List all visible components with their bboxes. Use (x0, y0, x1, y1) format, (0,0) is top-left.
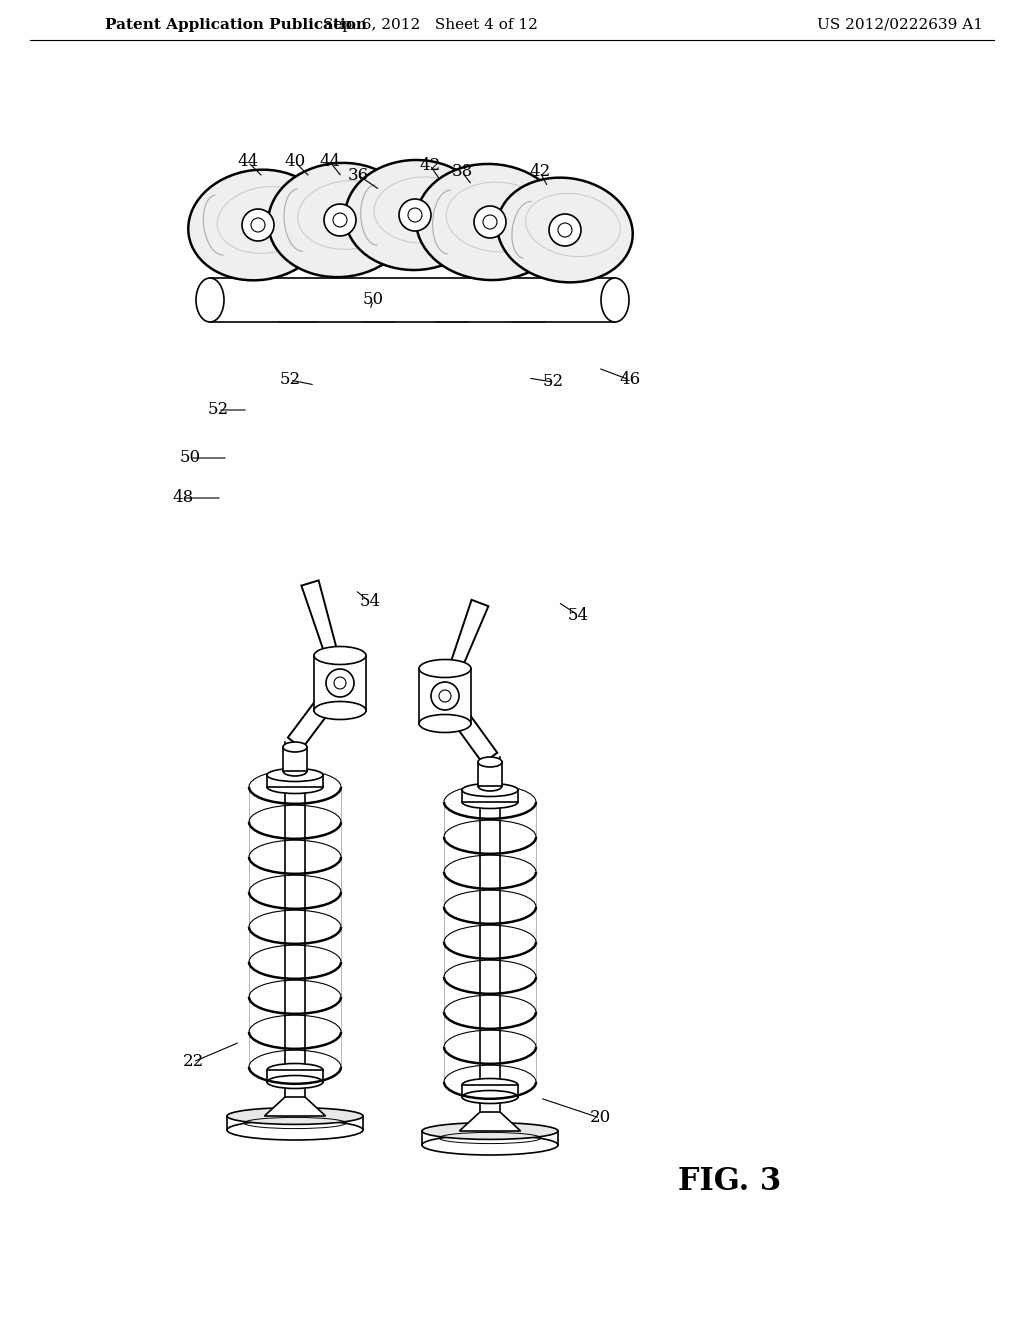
Ellipse shape (422, 1122, 558, 1139)
Ellipse shape (462, 784, 518, 796)
Ellipse shape (478, 781, 502, 791)
Ellipse shape (498, 178, 633, 282)
Bar (267, 1071, 323, 1082)
Ellipse shape (267, 768, 323, 781)
Bar (478, 762, 502, 785)
Text: 44: 44 (238, 153, 259, 170)
Text: 54: 54 (359, 594, 381, 610)
Ellipse shape (267, 780, 323, 793)
Circle shape (439, 690, 451, 702)
Circle shape (334, 677, 346, 689)
Text: 22: 22 (182, 1053, 204, 1071)
Text: US 2012/0222639 A1: US 2012/0222639 A1 (817, 18, 983, 32)
Ellipse shape (462, 1078, 518, 1092)
Ellipse shape (314, 701, 366, 719)
Ellipse shape (227, 1119, 362, 1140)
Polygon shape (288, 581, 347, 748)
Ellipse shape (283, 766, 307, 776)
Ellipse shape (196, 279, 224, 322)
Text: Patent Application Publication: Patent Application Publication (105, 18, 367, 32)
Circle shape (431, 682, 459, 710)
Circle shape (474, 206, 506, 238)
Text: 50: 50 (362, 292, 384, 309)
Ellipse shape (601, 279, 629, 322)
Circle shape (324, 205, 356, 236)
Ellipse shape (419, 714, 471, 733)
Ellipse shape (462, 796, 518, 808)
Text: 42: 42 (529, 164, 551, 181)
Circle shape (483, 215, 497, 228)
Polygon shape (460, 1111, 520, 1131)
Circle shape (558, 223, 572, 238)
Bar (462, 789, 518, 803)
Text: 54: 54 (567, 606, 589, 623)
Bar (462, 1085, 518, 1097)
Ellipse shape (462, 1090, 518, 1104)
Text: 52: 52 (208, 401, 228, 418)
Ellipse shape (267, 1076, 323, 1089)
Text: 38: 38 (452, 164, 473, 181)
Bar (267, 775, 323, 787)
Polygon shape (437, 599, 498, 763)
Circle shape (399, 199, 431, 231)
Ellipse shape (345, 160, 485, 271)
Ellipse shape (416, 164, 564, 280)
Text: 36: 36 (347, 166, 369, 183)
Polygon shape (264, 1097, 326, 1115)
Text: Sep. 6, 2012   Sheet 4 of 12: Sep. 6, 2012 Sheet 4 of 12 (323, 18, 538, 32)
Ellipse shape (419, 660, 471, 677)
Ellipse shape (314, 647, 366, 664)
Text: 44: 44 (319, 153, 341, 170)
Ellipse shape (422, 1135, 558, 1155)
Text: 50: 50 (179, 450, 201, 466)
Text: 46: 46 (620, 371, 641, 388)
Bar (314, 656, 366, 710)
Text: 42: 42 (420, 157, 440, 173)
Ellipse shape (268, 162, 412, 277)
Circle shape (408, 209, 422, 222)
Ellipse shape (478, 756, 502, 767)
Circle shape (251, 218, 265, 232)
Text: 20: 20 (590, 1110, 610, 1126)
Text: 52: 52 (280, 371, 301, 388)
Text: 48: 48 (172, 490, 194, 507)
Text: 40: 40 (285, 153, 305, 170)
Ellipse shape (227, 1107, 362, 1125)
Circle shape (242, 209, 274, 242)
Bar (283, 747, 307, 771)
Circle shape (549, 214, 581, 246)
Text: FIG. 3: FIG. 3 (678, 1167, 781, 1197)
Bar (419, 668, 471, 723)
Ellipse shape (283, 742, 307, 752)
Ellipse shape (267, 1064, 323, 1077)
Circle shape (333, 213, 347, 227)
Circle shape (326, 669, 354, 697)
Ellipse shape (188, 170, 328, 280)
Text: 52: 52 (543, 374, 563, 391)
